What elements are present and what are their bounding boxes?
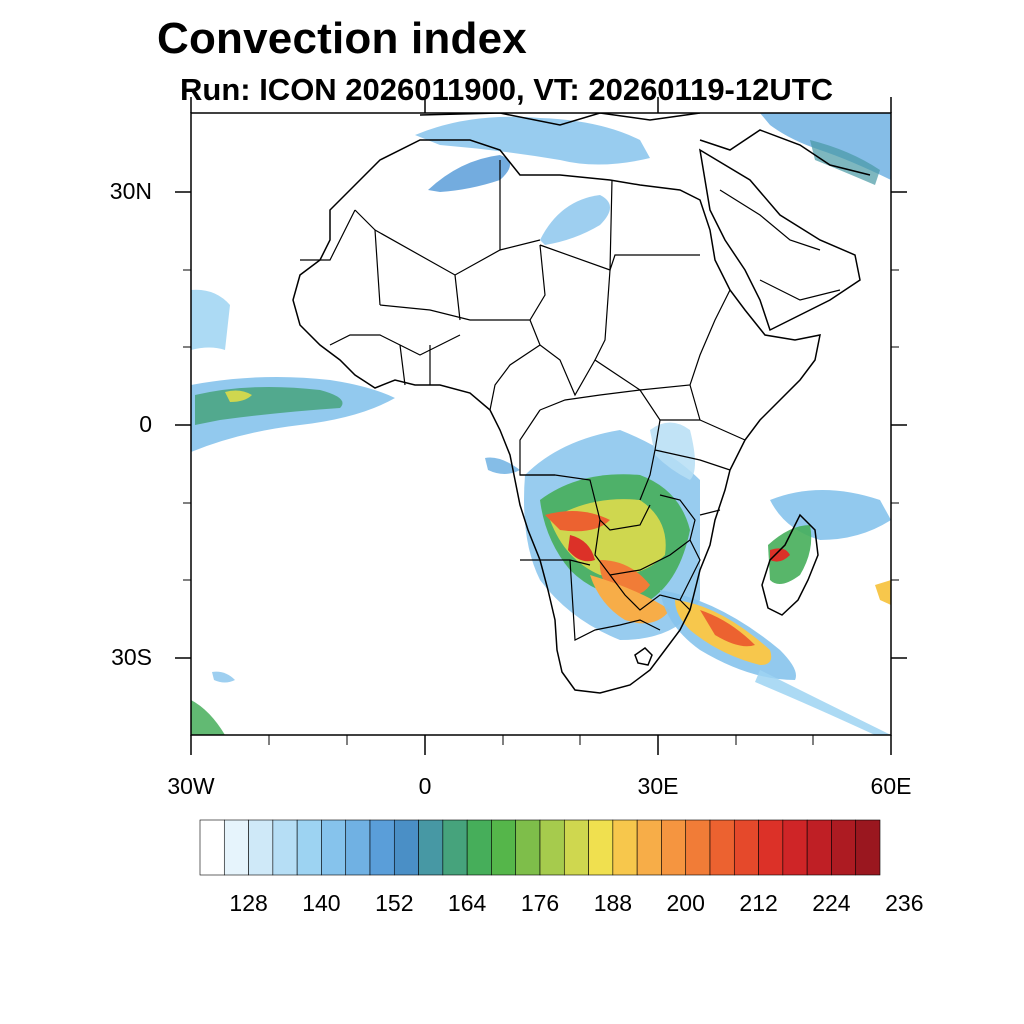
colorbar-box xyxy=(636,819,662,876)
colorbar-box xyxy=(418,819,444,876)
axis-ticks xyxy=(175,97,907,755)
field-southwest-corner xyxy=(191,700,225,735)
colorbar-box xyxy=(782,819,808,876)
colorbar-tick-label: 164 xyxy=(447,890,487,916)
colorbar-box xyxy=(685,819,711,876)
colorbar-box xyxy=(539,819,565,876)
field-angola-red xyxy=(568,535,595,562)
border-west xyxy=(329,334,461,386)
madagascar-coast xyxy=(761,513,819,616)
lat-label-30s: 30S xyxy=(111,644,152,670)
colorbar-box xyxy=(345,819,371,876)
field-south-atlantic-spot xyxy=(212,671,235,683)
field-libya xyxy=(428,155,510,192)
colorbar-box xyxy=(515,819,541,876)
field-mediterranean xyxy=(415,116,650,165)
lon-label-30e: 30E xyxy=(637,773,679,799)
field-madagascar-hot xyxy=(770,548,790,562)
field-egypt xyxy=(540,195,610,245)
lat-label-30n: 30N xyxy=(109,178,152,204)
border-zambia xyxy=(594,494,696,576)
colorbar-box xyxy=(661,819,687,876)
map-frame xyxy=(190,112,892,736)
lesotho xyxy=(634,647,653,666)
colorbar-tick-label: 176 xyxy=(520,890,560,916)
lat-label-0: 0 xyxy=(139,411,152,437)
field-angola-hot xyxy=(545,511,610,532)
border-arabia xyxy=(719,189,841,301)
lon-label-60e: 60E xyxy=(870,773,912,799)
colorbar xyxy=(199,819,881,876)
field-east-edge xyxy=(875,580,891,605)
colorbar-tick-label: 152 xyxy=(375,890,414,916)
border-south xyxy=(569,559,691,641)
colorbar-box xyxy=(466,819,492,876)
colorbar-tick-label: 224 xyxy=(812,890,851,916)
border-mozambique xyxy=(679,509,721,601)
colorbar-box xyxy=(563,819,589,876)
colorbar-box xyxy=(393,819,419,876)
colorbar-box xyxy=(369,819,395,876)
border-sahara-1 xyxy=(300,209,381,306)
border-sahel xyxy=(379,244,546,321)
page-subtitle: Run: ICON 2026011900, VT: 20260119-12UTC xyxy=(180,72,834,107)
border-central xyxy=(489,319,596,411)
colorbar-tick-label: 128 xyxy=(229,890,268,916)
field-atlantic-hot xyxy=(225,390,252,402)
colorbar-tick-label: 236 xyxy=(885,890,924,916)
minor-ticks xyxy=(183,269,899,745)
field-atlantic-west xyxy=(191,289,230,350)
colorbar-tick-label: 200 xyxy=(666,890,705,916)
colorbar-box xyxy=(321,819,347,876)
colorbar-box xyxy=(855,819,881,876)
colorbar-tick-label: 212 xyxy=(739,890,778,916)
field-gulf-guinea xyxy=(485,457,520,474)
colorbar-box xyxy=(248,819,274,876)
arabia-coast xyxy=(698,148,861,332)
colorbar-box xyxy=(491,819,517,876)
field-east-africa xyxy=(650,422,695,480)
field-southeast-hot xyxy=(700,610,755,647)
colorbar-box xyxy=(588,819,614,876)
country-borders xyxy=(300,160,841,641)
colorbar-box xyxy=(199,819,225,876)
lon-label-30w: 30W xyxy=(167,773,215,799)
colorbar-box xyxy=(442,819,468,876)
colorbar-box xyxy=(272,819,298,876)
africa-coastline xyxy=(292,139,821,694)
border-sahara-2 xyxy=(374,160,541,276)
lon-label-0: 0 xyxy=(418,773,432,799)
colorbar-tick-label: 140 xyxy=(302,890,341,916)
colorbar-box xyxy=(296,819,322,876)
colorbar-tick-label: 188 xyxy=(593,890,633,916)
border-sudan xyxy=(594,269,731,391)
colorbar-box xyxy=(831,819,857,876)
field-southeast-tail xyxy=(755,670,891,735)
convection-field xyxy=(191,113,891,735)
colorbar-box xyxy=(612,819,638,876)
colorbar-box xyxy=(806,819,832,876)
border-east xyxy=(654,384,746,471)
colorbar-box xyxy=(709,819,735,876)
colorbar-box xyxy=(733,819,759,876)
page-title: Convection index xyxy=(157,14,527,63)
colorbar-box xyxy=(758,819,784,876)
colorbar-box xyxy=(223,819,249,876)
